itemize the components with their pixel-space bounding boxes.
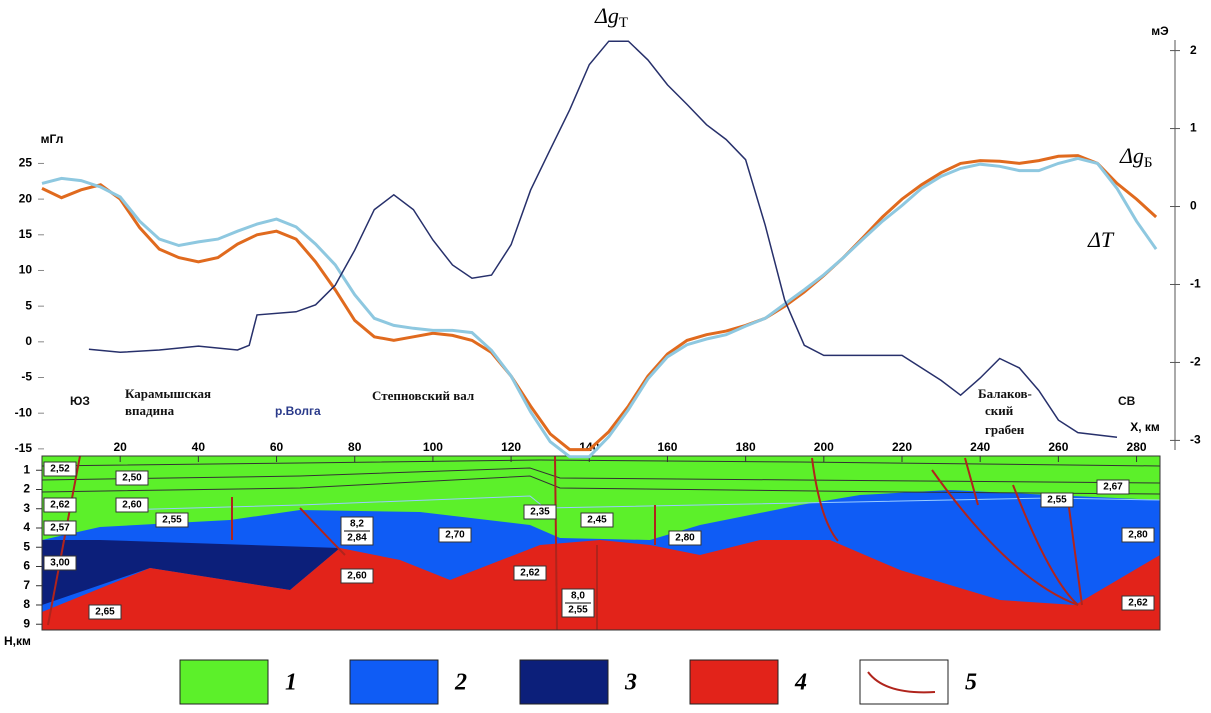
x-tick-label: 220 (892, 440, 912, 454)
x-tick-label: 60 (270, 440, 284, 454)
x-tick-label: 120 (501, 440, 521, 454)
x-tick-label: 280 (1127, 440, 1147, 454)
series-line (89, 41, 1117, 437)
y2-tick-label: 2 (1190, 43, 1197, 57)
depth-tick-label: 4 (23, 520, 30, 534)
depth-tick-label: 9 (23, 616, 30, 630)
depth-tick-label: 5 (23, 539, 30, 553)
series-name-sub: Т (619, 15, 628, 31)
y-axis-label: мГл (41, 132, 64, 146)
legend-label: 4 (794, 670, 807, 696)
y2-axis-label: мЭ (1151, 24, 1169, 38)
depth-tick-label: 2 (23, 482, 30, 496)
region-label: Карамышская (125, 386, 211, 401)
series-label: ΔT (1087, 227, 1115, 252)
x-tick-label: 20 (114, 440, 128, 454)
y-tick-label: 20 (19, 191, 33, 205)
y-tick-label: -10 (15, 405, 33, 419)
density-den: 2,84 (347, 533, 367, 544)
x-tick-label: 100 (423, 440, 443, 454)
density-label: 2,70 (445, 530, 465, 541)
legend-swatch (520, 660, 608, 704)
x-tick-label: 80 (348, 440, 362, 454)
depth-tick-label: 8 (23, 597, 30, 611)
legend-swatch (350, 660, 438, 704)
y-tick-label: 10 (19, 263, 33, 277)
region-label: р.Волга (275, 404, 321, 418)
density-label: 2,62 (520, 568, 540, 579)
region-label: впадина (125, 403, 175, 418)
density-den: 2,55 (568, 605, 588, 616)
x-tick-label: 240 (970, 440, 990, 454)
y2-tick-label: -1 (1190, 277, 1201, 291)
legend-swatch (860, 660, 948, 704)
legend-swatch (690, 660, 778, 704)
region-label: ский (985, 403, 1014, 418)
geologic-section (42, 456, 1160, 630)
depth-tick-label: 1 (23, 462, 30, 476)
density-label: 2,62 (50, 500, 70, 511)
y2-tick-label: 0 (1190, 199, 1197, 213)
legend-label: 2 (454, 670, 467, 696)
density-label: 2,67 (1103, 482, 1123, 493)
density-label: 2,60 (122, 500, 142, 511)
density-label: 2,62 (1128, 598, 1148, 609)
y2-tick-label: -2 (1190, 355, 1201, 369)
y-tick-label: -5 (21, 370, 32, 384)
x-axis-label: Х, км (1130, 420, 1160, 434)
density-label: 3,00 (50, 558, 70, 569)
density-label: 2,35 (530, 507, 550, 518)
y-tick-label: -15 (15, 441, 33, 455)
region-label: СВ (1118, 394, 1136, 408)
legend-label: 1 (285, 670, 297, 696)
density-label: 2,55 (162, 515, 182, 526)
legend-label: 5 (965, 670, 977, 696)
density-label: 2,80 (1128, 530, 1148, 541)
y2-tick-label: 1 (1190, 121, 1197, 135)
depth-tick-label: 6 (23, 559, 30, 573)
region-label: Балаков- (978, 386, 1032, 401)
series-label: ΔgТ (594, 3, 628, 31)
series-name-sub: Б (1144, 155, 1153, 171)
x-tick-label: 40 (192, 440, 206, 454)
density-label: 2,65 (95, 607, 115, 618)
figure: -15-10-50510152025мГл-3-2-1012мЭ20406080… (0, 0, 1211, 708)
density-label: 2,52 (50, 464, 70, 475)
density-label: 2,57 (50, 523, 70, 534)
legend-label: 3 (624, 670, 637, 696)
x-tick-label: 180 (736, 440, 756, 454)
density-label: 2,55 (1047, 495, 1067, 506)
density-label: 2,45 (587, 515, 607, 526)
depth-axis-label: Н,км (4, 634, 31, 648)
series-name: ΔT (1087, 227, 1115, 252)
series-name: Δg (1119, 143, 1144, 168)
density-label: 2,50 (122, 473, 142, 484)
y-tick-label: 25 (19, 156, 33, 170)
density-num: 8,0 (571, 591, 585, 602)
density-label: 2,80 (675, 533, 695, 544)
series-name: Δg (594, 3, 619, 28)
x-tick-label: 160 (657, 440, 677, 454)
depth-tick-label: 7 (23, 578, 30, 592)
density-label: 2,60 (347, 571, 367, 582)
depth-tick-label: 3 (23, 501, 30, 515)
region-label: Степновский вал (372, 388, 474, 403)
y-tick-label: 5 (25, 298, 32, 312)
region-label: грабен (985, 422, 1025, 437)
y2-tick-label: -3 (1190, 433, 1201, 447)
y-tick-label: 15 (19, 227, 33, 241)
x-tick-label: 260 (1048, 440, 1068, 454)
density-num: 8,2 (350, 519, 364, 530)
series-label: ΔgБ (1119, 143, 1153, 171)
y-tick-label: 0 (25, 334, 32, 348)
legend-swatch (180, 660, 268, 704)
x-tick-label: 200 (814, 440, 834, 454)
region-label: ЮЗ (70, 394, 90, 408)
